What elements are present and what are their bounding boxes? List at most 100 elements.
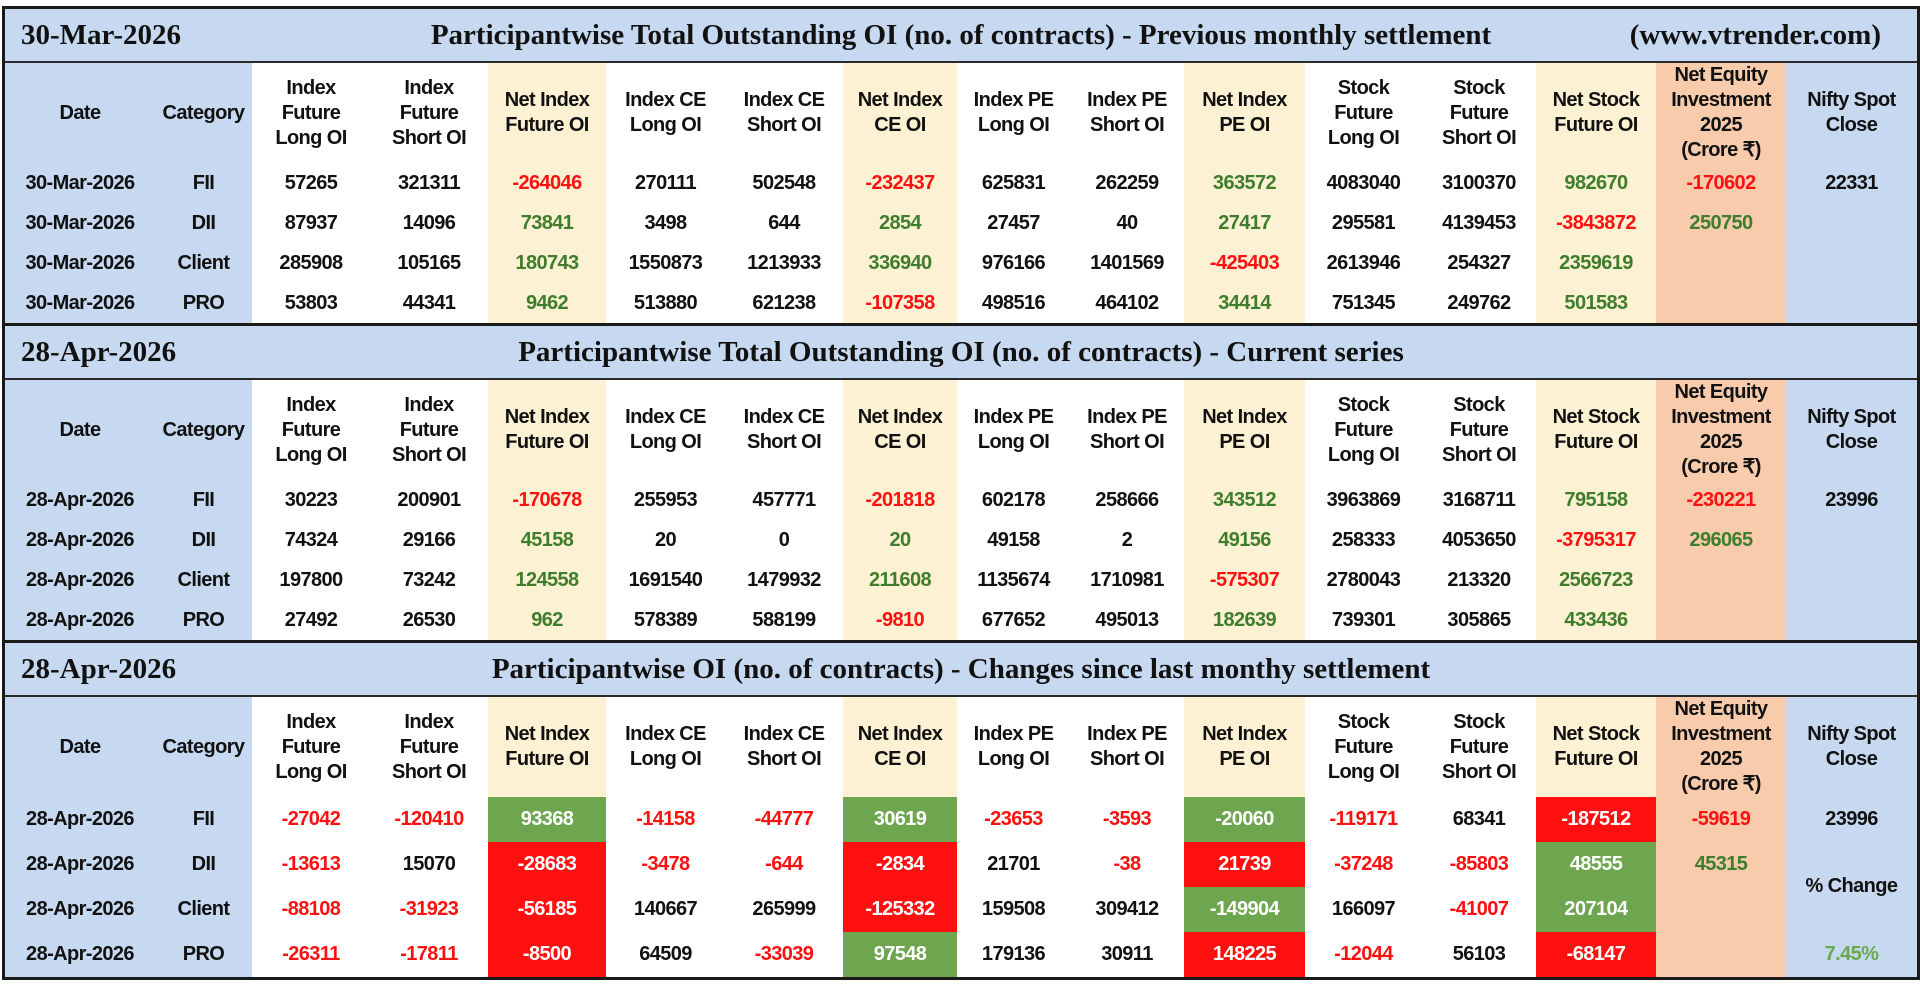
cell-nifty-spot-close: 23996 bbox=[1786, 797, 1917, 842]
cell-index-future-long-oi: -27042 bbox=[252, 797, 370, 842]
cell-date: 28-Apr-2026 bbox=[5, 842, 155, 887]
cell-index-pe-long-oi: 677652 bbox=[957, 600, 1070, 640]
cell-net-index-pe-oi: 343512 bbox=[1184, 480, 1305, 520]
cell-nifty-spot-close bbox=[1786, 520, 1917, 560]
cell-net-stock-future-oi: 2359619 bbox=[1536, 243, 1656, 283]
cell-index-pe-short-oi: 40 bbox=[1070, 203, 1184, 243]
column-header-stock-future-short-oi: Stock Future Short OI bbox=[1422, 697, 1536, 797]
column-header-index-ce-long-oi: Index CE Long OI bbox=[606, 697, 725, 797]
cell-net-index-pe-oi: -575307 bbox=[1184, 560, 1305, 600]
table-row: 28-Apr-2026 FII -27042 -120410 93368 -14158 -4… bbox=[5, 797, 1917, 842]
cell-date: 28-Apr-2026 bbox=[5, 887, 155, 932]
cell-index-pe-short-oi: 309412 bbox=[1070, 887, 1184, 932]
cell-index-future-long-oi: 87937 bbox=[252, 203, 370, 243]
cell-index-ce-long-oi: 578389 bbox=[606, 600, 725, 640]
cell-index-pe-short-oi: 30911 bbox=[1070, 932, 1184, 977]
cell-index-future-short-oi: 15070 bbox=[370, 842, 488, 887]
cell-stock-future-long-oi: 166097 bbox=[1305, 887, 1422, 932]
column-header-index-pe-long-oi: Index PE Long OI bbox=[957, 697, 1070, 797]
percent-change-label: % Change bbox=[1805, 875, 1898, 897]
cell-net-index-ce-oi: -232437 bbox=[843, 163, 957, 203]
cell-net-equity-investment bbox=[1656, 560, 1786, 600]
column-header-index-pe-long-oi: Index PE Long OI bbox=[957, 63, 1070, 163]
cell-net-stock-future-oi: 48555 bbox=[1536, 842, 1656, 887]
column-header-index-future-short-oi: Index Future Short OI bbox=[370, 63, 488, 163]
cell-category: DII bbox=[155, 520, 252, 560]
cell-net-stock-future-oi: -187512 bbox=[1536, 797, 1656, 842]
cell-net-stock-future-oi: 982670 bbox=[1536, 163, 1656, 203]
section-2: Participantwise Total Outstanding OI (no… bbox=[5, 326, 1917, 643]
table-row: 30-Mar-2026 PRO 53803 44341 9462 513880 621238… bbox=[5, 283, 1917, 323]
cell-index-ce-long-oi: 513880 bbox=[606, 283, 725, 323]
column-header-stock-future-long-oi: Stock Future Long OI bbox=[1305, 697, 1422, 797]
column-header-net-equity-investment: Net Equity Investment 2025 (Crore ₹) bbox=[1656, 697, 1786, 797]
cell-net-index-pe-oi: 148225 bbox=[1184, 932, 1305, 977]
cell-nifty-spot-close: 7.45% bbox=[1786, 932, 1917, 977]
column-header-nifty-spot-close: Nifty Spot Close bbox=[1786, 380, 1917, 480]
column-header-net-index-ce-oi: Net Index CE OI bbox=[843, 697, 957, 797]
cell-net-index-future-oi: 73841 bbox=[488, 203, 606, 243]
cell-index-future-long-oi: -88108 bbox=[252, 887, 370, 932]
cell-net-index-future-oi: -28683 bbox=[488, 842, 606, 887]
column-header-date: Date bbox=[5, 697, 155, 797]
cell-index-pe-short-oi: 495013 bbox=[1070, 600, 1184, 640]
column-header-date: Date bbox=[5, 380, 155, 480]
cell-category: PRO bbox=[155, 932, 252, 977]
column-header-index-pe-short-oi: Index PE Short OI bbox=[1070, 63, 1184, 163]
cell-index-pe-long-oi: 625831 bbox=[957, 163, 1070, 203]
cell-nifty-spot-close bbox=[1786, 243, 1917, 283]
column-header-index-ce-short-oi: Index CE Short OI bbox=[725, 63, 843, 163]
cell-nifty-spot-close: 22331 bbox=[1786, 163, 1917, 203]
cell-index-future-long-oi: -26311 bbox=[252, 932, 370, 977]
cell-net-index-pe-oi: 34414 bbox=[1184, 283, 1305, 323]
column-header-net-index-pe-oi: Net Index PE OI bbox=[1184, 697, 1305, 797]
cell-stock-future-long-oi: 2613946 bbox=[1305, 243, 1422, 283]
cell-net-index-future-oi: 93368 bbox=[488, 797, 606, 842]
cell-net-index-future-oi: -170678 bbox=[488, 480, 606, 520]
cell-nifty-spot-close bbox=[1786, 560, 1917, 600]
cell-index-pe-short-oi: 464102 bbox=[1070, 283, 1184, 323]
cell-index-future-long-oi: 57265 bbox=[252, 163, 370, 203]
cell-stock-future-long-oi: -12044 bbox=[1305, 932, 1422, 977]
cell-date: 28-Apr-2026 bbox=[5, 480, 155, 520]
cell-net-index-pe-oi: 49156 bbox=[1184, 520, 1305, 560]
cell-stock-future-short-oi: -41007 bbox=[1422, 887, 1536, 932]
cell-index-ce-short-oi: 502548 bbox=[725, 163, 843, 203]
cell-date: 28-Apr-2026 bbox=[5, 797, 155, 842]
column-header-index-future-long-oi: Index Future Long OI bbox=[252, 63, 370, 163]
column-header-stock-future-short-oi: Stock Future Short OI bbox=[1422, 380, 1536, 480]
column-header-index-ce-long-oi: Index CE Long OI bbox=[606, 380, 725, 480]
column-header-index-pe-short-oi: Index PE Short OI bbox=[1070, 380, 1184, 480]
cell-index-future-short-oi: 321311 bbox=[370, 163, 488, 203]
cell-net-index-ce-oi: 97548 bbox=[843, 932, 957, 977]
cell-category: Client bbox=[155, 243, 252, 283]
column-header-stock-future-short-oi: Stock Future Short OI bbox=[1422, 63, 1536, 163]
cell-net-stock-future-oi: -3843872 bbox=[1536, 203, 1656, 243]
cell-net-equity-investment bbox=[1656, 600, 1786, 640]
cell-index-pe-long-oi: 179136 bbox=[957, 932, 1070, 977]
cell-index-pe-short-oi: 1401569 bbox=[1070, 243, 1184, 283]
cell-net-index-ce-oi: -107358 bbox=[843, 283, 957, 323]
cell-nifty-spot-close: % Change bbox=[1786, 842, 1917, 897]
column-header-net-stock-future-oi: Net Stock Future OI bbox=[1536, 380, 1656, 480]
cell-stock-future-long-oi: 3963869 bbox=[1305, 480, 1422, 520]
cell-net-stock-future-oi: -68147 bbox=[1536, 932, 1656, 977]
cell-nifty-spot-close bbox=[1786, 600, 1917, 640]
cell-index-future-long-oi: 197800 bbox=[252, 560, 370, 600]
column-header-date: Date bbox=[5, 63, 155, 163]
cell-net-equity-investment bbox=[1656, 283, 1786, 323]
cell-index-future-short-oi: -17811 bbox=[370, 932, 488, 977]
website-label: (www.vtrender.com) bbox=[1629, 18, 1881, 51]
cell-index-future-short-oi: 29166 bbox=[370, 520, 488, 560]
cell-net-index-future-oi: 124558 bbox=[488, 560, 606, 600]
cell-index-pe-long-oi: 1135674 bbox=[957, 560, 1070, 600]
cell-date: 28-Apr-2026 bbox=[5, 600, 155, 640]
column-header-index-future-long-oi: Index Future Long OI bbox=[252, 697, 370, 797]
cell-net-index-ce-oi: 211608 bbox=[843, 560, 957, 600]
cell-stock-future-short-oi: 4139453 bbox=[1422, 203, 1536, 243]
section-title-bar: Participantwise Total Outstanding OI (no… bbox=[5, 9, 1917, 63]
cell-category: DII bbox=[155, 203, 252, 243]
table-row: 28-Apr-2026 Client -88108 -31923 -56185 14066… bbox=[5, 887, 1917, 932]
cell-index-pe-short-oi: 262259 bbox=[1070, 163, 1184, 203]
column-header-index-future-short-oi: Index Future Short OI bbox=[370, 697, 488, 797]
